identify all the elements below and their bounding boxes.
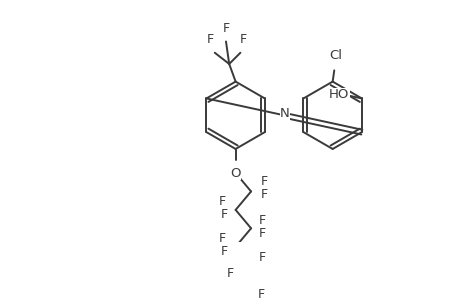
Text: F: F bbox=[258, 251, 266, 264]
Text: Cl: Cl bbox=[329, 49, 341, 62]
Text: F: F bbox=[218, 232, 225, 245]
Text: N: N bbox=[280, 107, 289, 120]
Text: HO: HO bbox=[329, 88, 349, 101]
Text: F: F bbox=[258, 214, 266, 227]
Text: F: F bbox=[226, 267, 233, 280]
Text: F: F bbox=[222, 22, 229, 35]
Text: F: F bbox=[220, 245, 227, 258]
Text: F: F bbox=[258, 226, 266, 240]
Text: F: F bbox=[260, 175, 267, 188]
Text: F: F bbox=[260, 188, 267, 201]
Text: F: F bbox=[218, 195, 225, 208]
Text: F: F bbox=[240, 33, 246, 46]
Text: F: F bbox=[206, 33, 213, 46]
Text: F: F bbox=[220, 208, 227, 221]
Text: O: O bbox=[230, 167, 241, 180]
Text: F: F bbox=[257, 288, 264, 300]
